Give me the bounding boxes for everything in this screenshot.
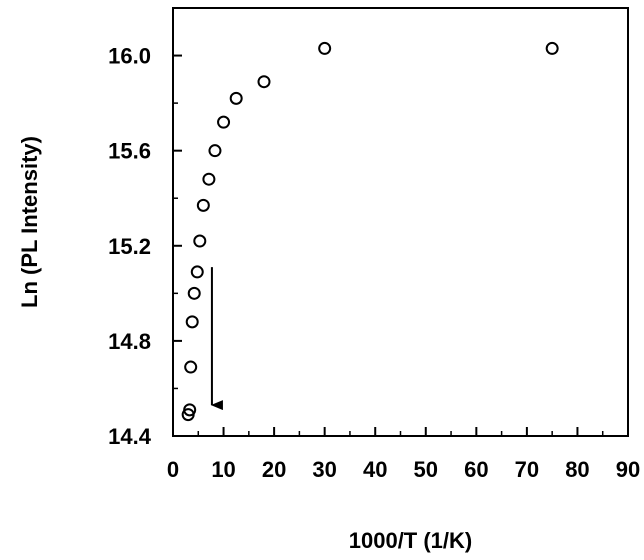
data-point (202, 172, 216, 186)
tick-labels: 0 10 20 30 40 50 60 70 80 90 14.4 14.8 15.2 15.6 16.0 (108, 44, 640, 482)
y-tick-label: 14.4 (108, 424, 152, 449)
x-tick-label: 50 (414, 457, 438, 482)
x-tick-label: 40 (363, 457, 387, 482)
data-points (181, 41, 559, 422)
data-point (183, 403, 197, 417)
y-tick-label: 15.6 (108, 139, 151, 164)
data-point (318, 41, 332, 55)
data-point (229, 91, 243, 105)
tick-marks (172, 54, 629, 437)
data-point (187, 286, 201, 300)
x-axis-title: 1000/T (1/K) (349, 528, 473, 553)
data-point (196, 198, 210, 212)
data-point (257, 75, 271, 89)
data-point (190, 265, 204, 279)
plot-frame (172, 7, 629, 437)
x-tick-label: 90 (616, 457, 640, 482)
data-point (193, 234, 207, 248)
x-tick-label: 70 (515, 457, 539, 482)
y-tick-label: 15.2 (108, 234, 151, 259)
y-tick-label: 16.0 (108, 44, 151, 69)
data-point (208, 144, 222, 158)
data-point (217, 115, 231, 129)
x-tick-label: 60 (464, 457, 488, 482)
x-tick-label: 30 (312, 457, 336, 482)
x-tick-label: 0 (167, 457, 179, 482)
y-axis-title: Ln (PL Intensity) (17, 136, 42, 308)
axes (172, 7, 629, 437)
data-point (184, 360, 198, 374)
data-point (185, 315, 199, 329)
y-tick-label: 14.8 (108, 329, 151, 354)
data-point (545, 41, 559, 55)
x-tick-label: 10 (211, 457, 235, 482)
x-tick-label: 20 (262, 457, 286, 482)
x-tick-label: 80 (565, 457, 589, 482)
